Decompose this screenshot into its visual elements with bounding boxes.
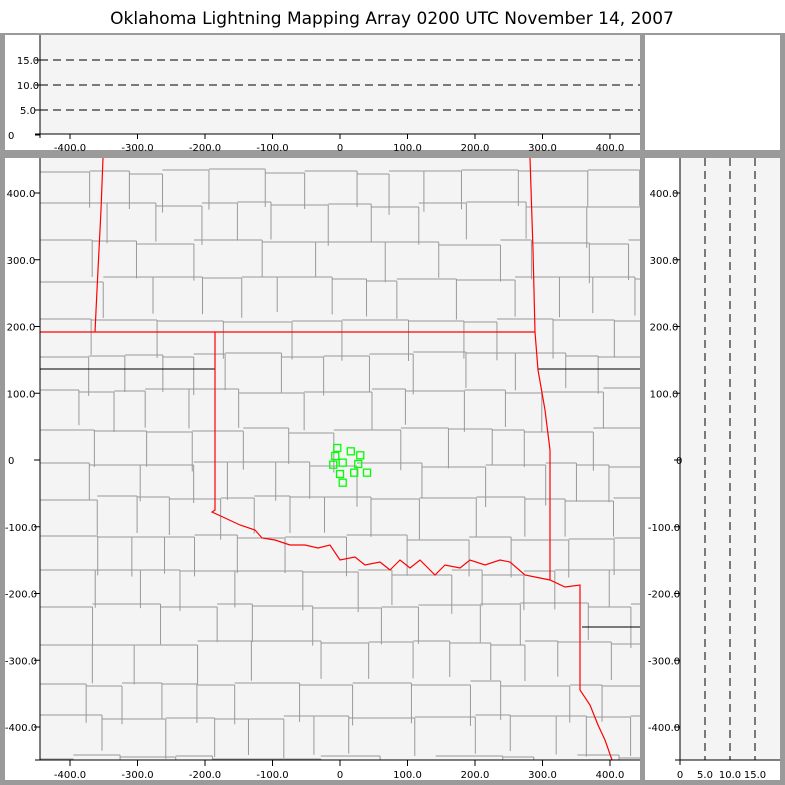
y-tick-label: 400.0: [650, 189, 679, 200]
altitude-tick-label: 0: [677, 770, 683, 781]
y-tick-label: -100.0: [5, 523, 37, 534]
y-tick-label: -200.0: [5, 590, 37, 601]
x-tick-label: 400.0: [596, 143, 625, 154]
lightning-source: [338, 478, 347, 487]
state-border-ok-east: [529, 158, 551, 580]
y-tick-label: 200.0: [7, 323, 36, 334]
y-tick-label: -300.0: [5, 656, 37, 667]
y-tick-label: -300.0: [648, 656, 680, 667]
x-tick-label: 0: [337, 770, 343, 781]
x-tick-label: 300.0: [528, 770, 557, 781]
histogram-panel: [645, 35, 780, 150]
page-title: Oklahoma Lightning Mapping Array 0200 UT…: [110, 9, 674, 29]
lightning-source: [338, 458, 347, 467]
x-tick-label: -300.0: [121, 770, 153, 781]
plan-view-map: 400.0 300.0 200.0 100.0 0 -100.0 -200.0 -300.0 -…: [5, 158, 640, 781]
y-tick-label: 400.0: [7, 189, 36, 200]
x-tick-label: -100.0: [256, 143, 288, 154]
state-border-red-river: [210, 332, 613, 760]
lightning-source: [356, 451, 365, 460]
state-borders: [40, 158, 640, 760]
y-tick-label: 200.0: [650, 323, 679, 334]
y-tick-label: -100.0: [648, 523, 680, 534]
title-bar: [0, 0, 785, 33]
y-tick-label: 0: [676, 456, 682, 467]
x-tick-label: 300.0: [528, 143, 557, 154]
x-tick-label: -400.0: [54, 770, 86, 781]
altitude-tick-label: 5.0: [697, 770, 713, 781]
lightning-source: [331, 451, 340, 461]
state-border-co-ks: [94, 158, 104, 333]
altitude-tick-label: 0: [8, 131, 14, 142]
x-tick-label: -100.0: [256, 770, 288, 781]
x-tick-label: 200.0: [461, 143, 490, 154]
lightning-source: [350, 468, 359, 477]
x-tick-label: -200.0: [189, 143, 221, 154]
x-tick-label: 100.0: [393, 770, 422, 781]
x-tick-label: -400.0: [54, 143, 86, 154]
lightning-source: [335, 469, 345, 479]
altitude-tick-label: 15.0: [744, 770, 766, 781]
y-tick-label: 0: [8, 456, 14, 467]
y-tick-label: 300.0: [7, 256, 36, 267]
lightning-source: [362, 468, 372, 477]
x-tick-label: 100.0: [393, 143, 422, 154]
lightning-source: [333, 443, 342, 453]
lightning-source: [346, 447, 355, 456]
y-tick-label: -400.0: [5, 723, 37, 734]
x-tick-label: -300.0: [121, 143, 153, 154]
x-tick-label: 400.0: [596, 770, 625, 781]
lightning-sources-plan: [329, 443, 372, 487]
altitude-vs-x-panel: 0 5.0 10.0 15.0 -400.0 -300.0 -200.0 -100.0 0 100…: [5, 35, 640, 154]
altitude-tick-label: 10.0: [17, 81, 39, 92]
y-tick-label: -200.0: [648, 590, 680, 601]
lightning-source: [354, 459, 363, 469]
altitude-tick-label: 15.0: [17, 56, 39, 67]
y-tick-label: -400.0: [648, 723, 680, 734]
altitude-tick-label: 5.0: [20, 106, 36, 117]
x-tick-label: -200.0: [189, 770, 221, 781]
altitude-vs-y-panel: 400.0 300.0 200.0 100.0 0 -100.0 -200.0 -300.0 -…: [645, 158, 780, 781]
lightning-source: [329, 460, 338, 469]
y-tick-label: 300.0: [650, 256, 679, 267]
x-tick-label: 0: [337, 143, 343, 154]
altitude-tick-label: 10.0: [719, 770, 741, 781]
x-tick-label: 200.0: [461, 770, 490, 781]
y-tick-label: 100.0: [7, 389, 36, 400]
county-borders: [40, 168, 640, 760]
y-tick-label: 100.0: [650, 389, 679, 400]
